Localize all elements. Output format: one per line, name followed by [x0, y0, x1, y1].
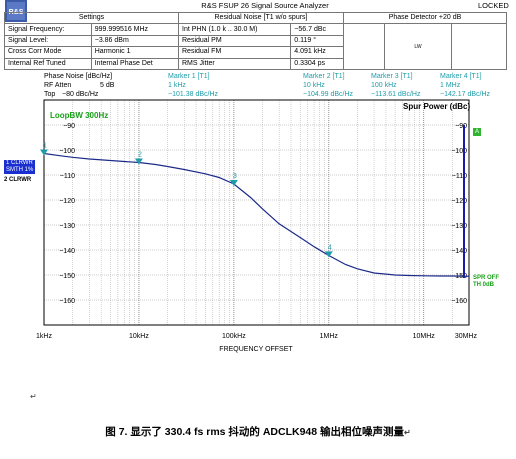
trace-markers: 1 2 3 4 — [40, 142, 333, 258]
x-tick-labels: 1kHz 10kHz 100kHz 1MHz 10MHz 30MHz — [36, 333, 477, 340]
settings-value: 999.999516 MHz — [90, 23, 180, 36]
y-tick-label: −160 — [59, 298, 75, 305]
trace1-smooth: SMTH 1% — [6, 167, 34, 173]
settings-value: Harmonic 1 — [90, 46, 180, 59]
marker2-freq: 10 kHz — [303, 82, 325, 89]
x-tick-label: 10kHz — [129, 333, 149, 340]
spr-off: SPR OFF — [473, 275, 500, 281]
right-y-tick-label: −140 — [451, 248, 467, 255]
locked-status: LOCKED — [478, 1, 509, 10]
right-y-tick-label: −160 — [451, 298, 467, 305]
y-tick-label: −100 — [59, 148, 75, 155]
settings-label: Signal Level: — [4, 34, 92, 48]
right-y-tick-label: −120 — [451, 198, 467, 205]
marker-label: 3 — [233, 173, 237, 180]
rf-atten-label: RF Atten — [44, 82, 72, 89]
settings-label: Cross Corr Mode — [4, 46, 92, 59]
x-tick-label: 100kHz — [222, 333, 246, 340]
spur-power-label: Spur Power (dBc) — [403, 102, 470, 111]
marker4-freq: 1 MHz — [440, 82, 461, 89]
marker1-freq: 1 kHz — [168, 82, 186, 89]
residual-label: RMS Jitter — [177, 57, 292, 70]
residual-value: 0.119 ° — [290, 34, 344, 48]
right-y-tick-label: −90 — [455, 123, 467, 130]
spr-th: TH 0dB — [473, 282, 494, 288]
residual-value: 4.091 kHz — [290, 46, 344, 59]
marker4-title: Marker 4 [T1] — [440, 73, 482, 80]
marker1-title: Marker 1 [T1] — [168, 73, 210, 80]
marker1-value: −101.38 dBc/Hz — [168, 91, 219, 98]
residual-label: Residual PM — [177, 34, 292, 48]
detector-cell-1 — [343, 23, 385, 70]
right-y-tick-label: −110 — [452, 173, 467, 180]
marker-triangle — [324, 251, 333, 258]
x-tick-label: 30MHz — [455, 333, 478, 340]
trace1-mode: 1 CLRWR — [6, 160, 33, 166]
settings-table: Settings Residual Noise [T1 w/o spurs] P… — [4, 11, 507, 70]
right-y-tick-label: −100 — [451, 148, 467, 155]
detector-cell-3 — [451, 23, 507, 70]
phase-detector-header: Phase Detector +20 dB — [343, 11, 507, 25]
right-y-tick-label: −130 — [451, 223, 467, 230]
y-tick-label: −140 — [59, 248, 75, 255]
y-tick-label: −90 — [63, 123, 75, 130]
y-tick-label: −150 — [59, 273, 75, 280]
marker4-value: −142.17 dBc/Hz — [440, 91, 491, 98]
figure-caption: 图 7. 显示了 330.4 fs rms 抖动的 ADCLK948 输出相位噪… — [105, 426, 411, 438]
marker-triangle — [134, 158, 143, 165]
marker3-title: Marker 3 [T1] — [371, 73, 413, 80]
x-tick-label: 1kHz — [36, 333, 52, 340]
chart-grid — [44, 100, 469, 325]
marker2-title: Marker 2 [T1] — [303, 73, 345, 80]
marker-a-box: A — [473, 128, 481, 136]
return-mark: ↵ — [30, 392, 37, 401]
marker-triangle — [40, 149, 48, 156]
detector-cell-2: LW — [384, 23, 452, 70]
marker-label: 2 — [138, 151, 142, 158]
settings-value: Internal Phase Det — [90, 57, 180, 70]
trace2-label: 2 CLRWR — [4, 177, 32, 183]
mini-label: LW — [414, 43, 422, 50]
residual-value: 0.3304 ps — [290, 57, 344, 70]
x-tick-label: 1MHz — [320, 333, 339, 340]
residual-label: Int PHN (1.0 k .. 30.0 M) — [177, 23, 292, 36]
loopbw-label: LoopBW 300Hz — [50, 111, 108, 120]
plot-frame — [43, 99, 470, 326]
y-tick-label: −130 — [59, 223, 75, 230]
marker2-value: −104.99 dBc/Hz — [303, 91, 354, 98]
y-tick-label: −110 — [60, 173, 75, 180]
top-label: Top — [44, 91, 56, 98]
y-tick-label: −120 — [59, 198, 75, 205]
x-axis-label: FREQUENCY OFFSET — [219, 346, 293, 353]
trace-line — [43, 152, 470, 277]
marker-triangle — [229, 180, 238, 187]
marker3-freq: 100 kHz — [371, 82, 397, 89]
phase-noise-label: Phase Noise [dBc/Hz] — [44, 73, 113, 80]
top-value: −80 dBc/Hz — [62, 91, 99, 98]
y-tick-labels: −90 −100 −110 −120 −130 −140 −150 −160 — [59, 123, 75, 305]
trace1-badge: 1 CLRWR SMTH 1% — [4, 160, 36, 174]
marker3-value: −113.61 dBc/Hz — [371, 91, 421, 98]
marker-label: 4 — [328, 244, 332, 251]
x-tick-label: 10MHz — [413, 333, 436, 340]
rf-atten-value: 5 dB — [100, 82, 115, 89]
settings-value: −3.86 dBm — [90, 34, 180, 48]
spr-info: SPR OFF TH 0dB — [473, 275, 499, 289]
analyzer-title: R&S FSUP 26 Signal Source Analyzer — [201, 1, 329, 10]
marker-label: 1 — [43, 142, 47, 149]
residual-label: Residual FM — [177, 46, 292, 59]
phase-noise-chart: −90−100−110−120−130−140−150−160 −90−100−… — [36, 99, 477, 353]
